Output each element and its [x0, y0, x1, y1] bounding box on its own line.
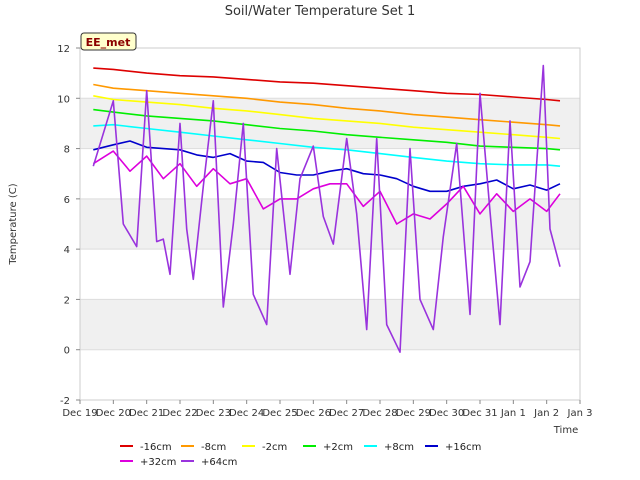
x-tick-label: Dec 28: [362, 408, 397, 419]
y-axis-label: Temperature (C): [8, 183, 19, 265]
x-tick-label: Jan 2: [533, 408, 559, 419]
series-line-minus2cm: [93, 95, 561, 140]
y-tick-label: 8: [64, 145, 70, 156]
y-tick-label: 2: [64, 295, 70, 306]
x-tick-label: Dec 20: [96, 408, 131, 419]
grid-band: [80, 349, 580, 400]
badge-label: EE_met: [86, 36, 131, 49]
y-axis-ticks: -2 0 2 4 6 8 10 12: [57, 44, 80, 407]
series-line-plus64cm: [92, 64, 561, 354]
legend-label: +64cm: [201, 457, 237, 468]
legend: -16cm -8cm -2cm +2cm +8cm +16cm +32cm +64cm: [120, 442, 481, 468]
x-tick-label: Dec 26: [296, 408, 331, 419]
x-tick-label: Jan 3: [567, 408, 593, 419]
grid-band: [80, 299, 580, 350]
series-line-plus32cm: [92, 150, 561, 225]
x-tick-label: Dec 30: [429, 408, 464, 419]
legend-label: +32cm: [140, 457, 176, 468]
y-tick-label: 12: [57, 44, 70, 55]
y-tick-label: 0: [64, 346, 70, 357]
x-axis-label: Time: [553, 425, 578, 436]
legend-label: +8cm: [384, 442, 414, 453]
badge-box: [80, 32, 137, 51]
x-tick-label: Dec 29: [396, 408, 431, 419]
ee-met-badge: EE_met: [80, 32, 137, 51]
x-tick-label: Dec 31: [462, 408, 497, 419]
y-tick-label: 10: [57, 94, 70, 105]
series-layer: [92, 64, 561, 354]
series-line-plus2cm: [93, 108, 561, 151]
legend-label: +16cm: [445, 442, 481, 453]
x-tick-label: Jan 1: [500, 408, 526, 419]
x-tick-label: Dec 22: [162, 408, 197, 419]
y-tick-label: 6: [64, 195, 70, 206]
x-tick-label: Dec 19: [62, 408, 97, 419]
x-tick-label: Dec 25: [262, 408, 297, 419]
chart-title: Soil/Water Temperature Set 1: [225, 4, 416, 19]
grid-band: [80, 148, 580, 199]
series-line-plus16cm: [93, 140, 561, 193]
legend-label: -2cm: [262, 442, 287, 453]
x-tick-label: Dec 23: [196, 408, 231, 419]
x-tick-label: Dec 21: [129, 408, 164, 419]
y-tick-label: -2: [60, 396, 70, 407]
series-line-minus16cm: [93, 67, 561, 102]
grid-band: [80, 48, 580, 99]
legend-label: -8cm: [201, 442, 226, 453]
series-line-minus8cm: [93, 83, 561, 127]
legend-label: +2cm: [323, 442, 353, 453]
y-tick-label: 4: [64, 245, 70, 256]
x-tick-label: Dec 24: [229, 408, 264, 419]
legend-label: -16cm: [140, 442, 172, 453]
series-line-plus8cm: [93, 123, 561, 167]
x-tick-label: Dec 27: [329, 408, 364, 419]
plot-background-bands: [80, 48, 580, 401]
grid-band: [80, 249, 580, 300]
plot-frame: [79, 47, 581, 401]
